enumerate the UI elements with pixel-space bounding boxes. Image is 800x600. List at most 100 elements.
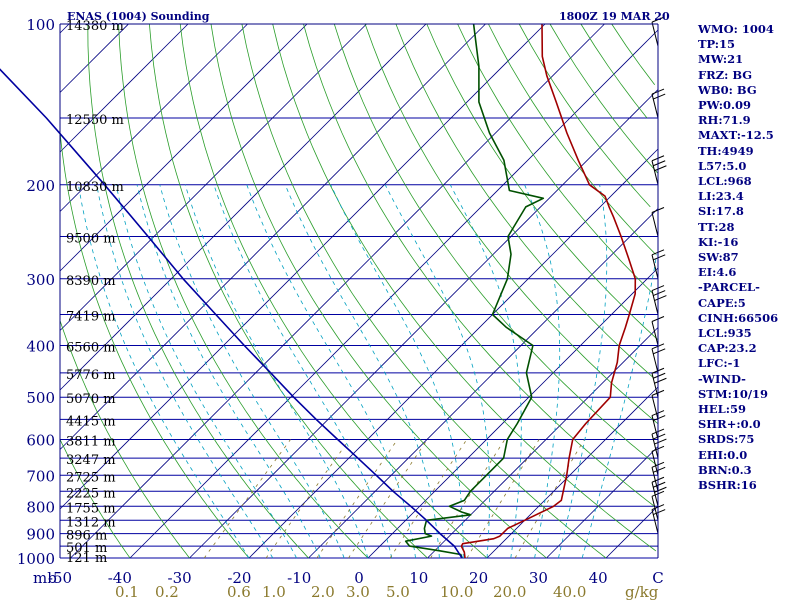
pressure-tick-label: 200	[26, 177, 55, 195]
dry-adiabat	[303, 23, 655, 507]
isotherm-line	[59, 23, 546, 510]
mixing-ratio-label: 40.0	[553, 583, 586, 600]
index-line: HEL:59	[698, 402, 746, 417]
isotherm-line	[59, 23, 70, 34]
sounding-curves	[0, 23, 637, 559]
mixing-ratio-label: 2.0	[311, 583, 335, 600]
height-label: 1312 m	[66, 515, 116, 530]
index-line: STM:10/19	[698, 386, 769, 401]
dry-adiabat	[210, 23, 547, 559]
mixing-ratio-label: g/kg	[625, 583, 659, 600]
wind-barb	[651, 285, 667, 315]
height-label: 5776 m	[66, 368, 116, 383]
moist-adiabat	[330, 184, 464, 558]
isotherm-line	[59, 23, 427, 391]
isotherm-line	[59, 23, 486, 450]
isotherm-line	[248, 148, 659, 559]
barb-flag	[653, 93, 666, 100]
height-label: 9500 m	[66, 231, 116, 246]
height-label: 5070 m	[66, 392, 116, 407]
diagram-grid	[59, 23, 659, 559]
index-line: WB0: BG	[698, 82, 757, 97]
mixing-ratio-label: 0.6	[227, 583, 251, 600]
wind-barb	[651, 476, 667, 507]
barb-shaft	[651, 467, 659, 492]
pressure-tick-label: 300	[26, 271, 55, 289]
isotherm-line	[189, 89, 659, 559]
index-line: SHR+:0.0	[698, 417, 761, 432]
pressure-tick-label: 900	[26, 526, 55, 544]
moist-adiabat	[284, 184, 440, 559]
barb-shaft	[651, 482, 659, 507]
moist-adiabat	[213, 184, 393, 559]
index-line: LI:23.4	[698, 189, 744, 204]
pressure-tick-label: 400	[26, 338, 55, 356]
height-label: 6560 m	[66, 341, 116, 356]
height-label: 10830 m	[66, 180, 124, 195]
temperature-tick-label: 30	[529, 569, 548, 587]
isotherm-line	[605, 505, 659, 559]
moist-adiabat	[115, 184, 297, 559]
dry-adiabat	[59, 132, 250, 559]
dry-adiabat	[118, 23, 369, 559]
mixing-ratio-label: 20.0	[493, 583, 526, 600]
barb-shaft	[651, 415, 659, 440]
dry-adiabat	[395, 23, 654, 379]
barb-flag	[653, 290, 666, 296]
index-line: EHI:0.0	[698, 447, 748, 462]
index-line: LCL:935	[698, 326, 752, 341]
parcel-profile	[0, 68, 463, 559]
pressure-tick-label: 700	[26, 467, 55, 485]
dry-adiabat	[179, 23, 488, 559]
isotherm-line	[70, 23, 605, 559]
dry-adiabat	[364, 23, 658, 424]
barb-shaft	[651, 290, 659, 315]
isotherm-line	[59, 23, 308, 272]
index-line: EI:4.6	[698, 265, 737, 280]
pressure-tick-label: 500	[26, 389, 55, 407]
height-label: 2225 m	[66, 486, 116, 501]
barb-flag	[654, 486, 667, 493]
barb-flag	[653, 160, 666, 167]
index-line: CAPE:5	[698, 295, 746, 310]
index-line: RH:71.9	[698, 113, 751, 128]
dry-adiabat	[488, 23, 656, 255]
isotherm-line	[308, 208, 659, 559]
moist-adiabat	[524, 184, 561, 559]
dry-adiabat	[59, 320, 190, 559]
barb-flag	[653, 466, 666, 473]
dry-adiabat	[518, 23, 651, 208]
moist-adiabat	[136, 184, 321, 559]
height-label: 3811 m	[66, 435, 116, 450]
dry-adiabat	[272, 23, 657, 552]
moist-adiabat	[558, 184, 608, 559]
barb-flag	[653, 372, 666, 379]
temperature-tick-label: C	[652, 569, 663, 587]
barb-shaft	[651, 160, 659, 185]
mixing-ratio-label: 0.2	[155, 583, 179, 600]
barb-flag	[654, 438, 667, 445]
index-line: TP:15	[698, 37, 736, 52]
barb-flag	[653, 348, 666, 355]
height-label: 8390 m	[66, 274, 116, 289]
pressure-tick-label: 600	[26, 432, 55, 450]
height-label: 121 m	[66, 551, 107, 566]
barb-shaft	[651, 348, 659, 373]
mixing-ratio-label: 3.0	[346, 583, 370, 600]
barb-flag	[653, 254, 666, 261]
isotherm-line	[59, 23, 367, 331]
height-label: 3247 m	[66, 453, 116, 468]
index-line: SI:17.8	[698, 204, 744, 219]
barb-shaft	[651, 321, 659, 346]
barb-flag	[654, 295, 667, 301]
height-label: 14380 m	[66, 19, 124, 34]
barb-flag	[653, 433, 666, 440]
valid-time: 1800Z 19 MAR 20	[559, 10, 670, 23]
barb-flag	[654, 165, 667, 172]
index-line: LCL:968	[698, 174, 752, 189]
index-line: KI:-16	[698, 234, 739, 249]
moist-adiabat	[384, 184, 490, 559]
plot-background	[60, 24, 658, 575]
pressure-tick-label: 1000	[17, 550, 55, 568]
